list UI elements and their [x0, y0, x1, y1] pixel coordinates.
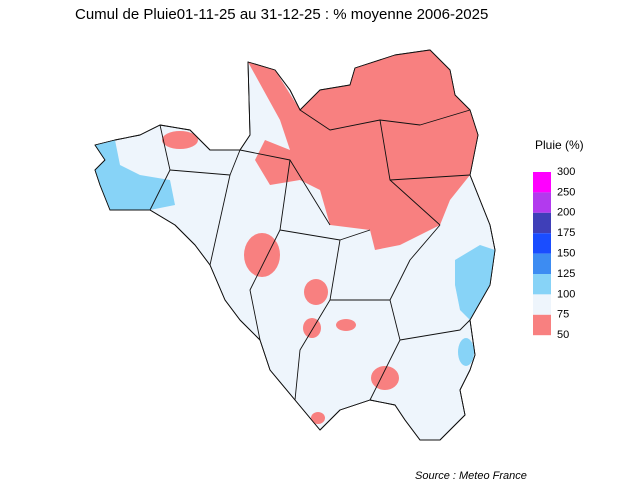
legend-label: 200 [557, 207, 575, 219]
department-borders [149, 109, 471, 401]
legend-swatch [533, 314, 551, 336]
legend-label: 175 [557, 227, 575, 239]
wet-zone [458, 338, 474, 366]
map-title: Cumul de Pluie01-11-25 au 31-12-25 : % m… [75, 6, 488, 23]
map [94, 49, 496, 441]
legend-label: 75 [557, 309, 569, 321]
legend-label: 50 [557, 329, 569, 341]
legend-label: 100 [557, 288, 575, 300]
dry-zone [248, 50, 478, 250]
dry-zone [336, 319, 356, 331]
legend-label: 150 [557, 248, 575, 260]
legend: Pluie (%) 300 250 200 175 150 125 100 75 50 [533, 138, 584, 341]
wet-zone [95, 140, 175, 210]
legend-swatch [533, 172, 551, 193]
legend-swatch [533, 274, 551, 295]
dry-zone [304, 279, 328, 305]
dry-zone [311, 412, 325, 424]
wet-zone [455, 245, 495, 320]
dry-zone [244, 233, 280, 277]
legend-swatch [533, 233, 551, 254]
region-outline [94, 49, 496, 441]
legend-swatch [533, 253, 551, 274]
legend-title: Pluie (%) [535, 138, 584, 152]
legend-swatch [533, 192, 551, 213]
dry-zone [303, 318, 321, 338]
legend-swatch [533, 212, 551, 234]
legend-label: 300 [557, 166, 575, 178]
legend-label: 125 [557, 268, 575, 280]
source: Source : Meteo France [415, 470, 527, 482]
dry-zone [162, 131, 198, 149]
legend-label: 250 [557, 186, 575, 198]
legend-swatch [533, 294, 551, 315]
